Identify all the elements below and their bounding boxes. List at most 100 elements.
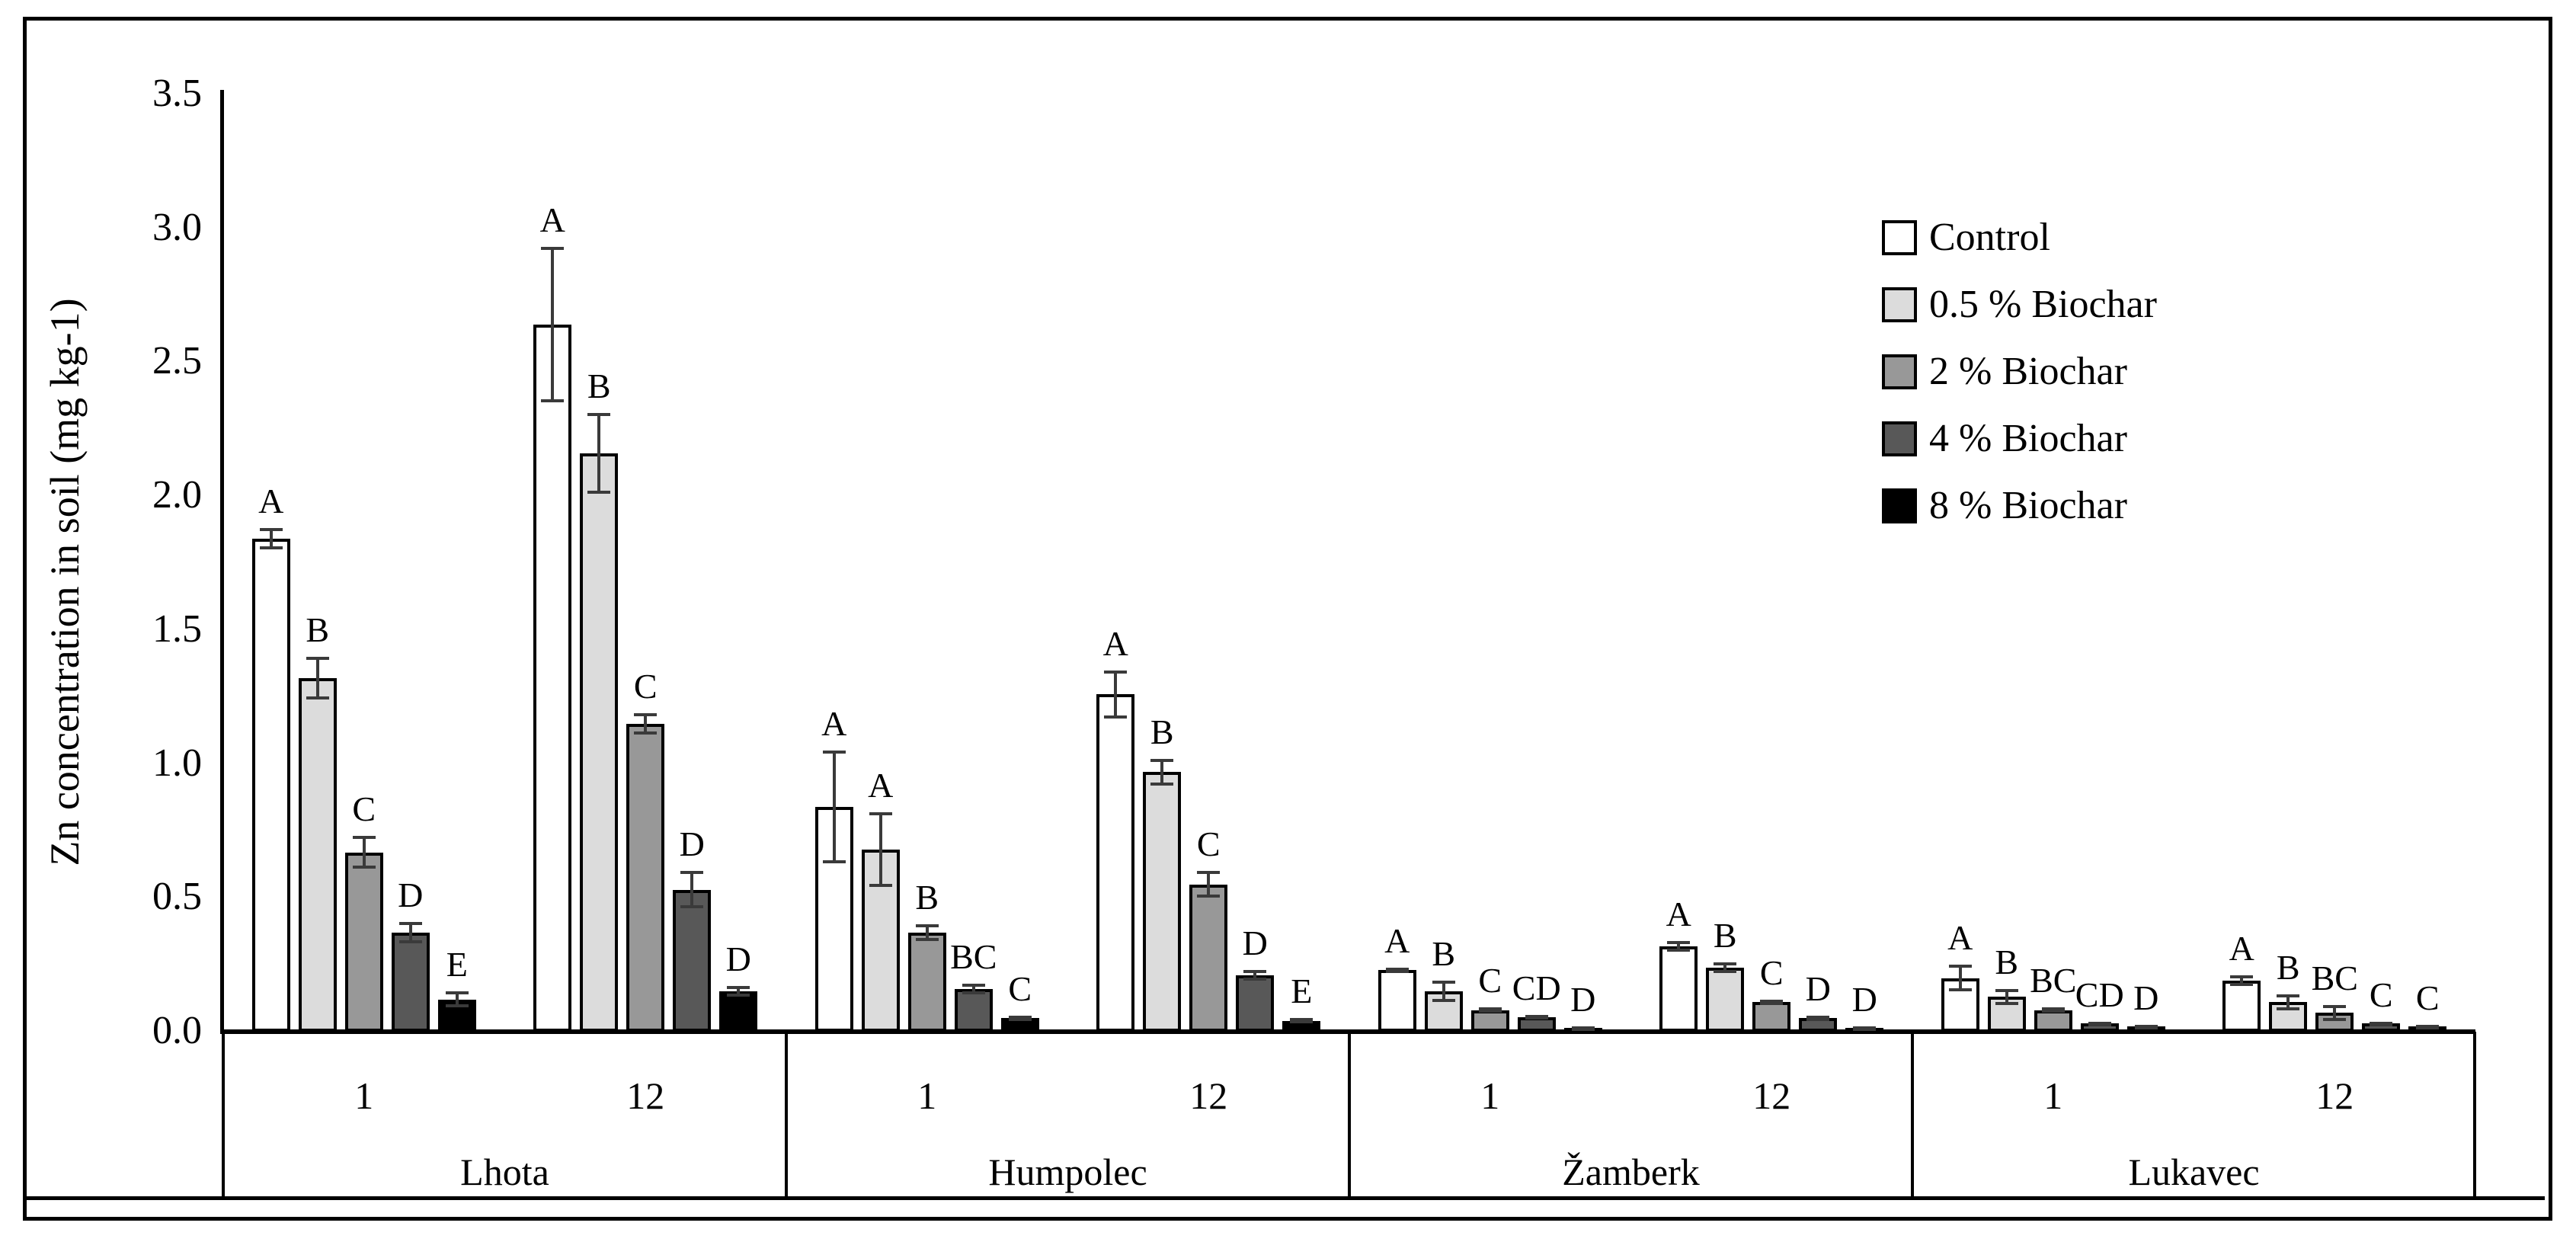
bar-lhota-12-series4 bbox=[719, 991, 758, 1032]
y-tick-label: 3.5 bbox=[152, 71, 202, 115]
bar-lhota-1-series1 bbox=[298, 678, 337, 1032]
bar-humpolec-12-series1 bbox=[1143, 772, 1182, 1032]
legend-item: 0.5 % Biochar bbox=[1882, 283, 2157, 326]
sig-letter: A bbox=[1384, 920, 1410, 960]
sig-letter: D bbox=[2133, 978, 2159, 1018]
error-bar bbox=[1995, 988, 2018, 1005]
bar-lukavec-12-series2 bbox=[2315, 1013, 2354, 1032]
y-axis-line bbox=[220, 90, 224, 1034]
group-label: Humpolec bbox=[988, 1151, 1147, 1193]
error-bar bbox=[1760, 999, 1784, 1005]
sig-letter: B bbox=[306, 610, 330, 649]
legend-swatch-5 bbox=[1882, 488, 1917, 523]
error-bar bbox=[1714, 962, 1737, 973]
sig-letter: B bbox=[1432, 934, 1456, 974]
sig-letter: A bbox=[821, 703, 847, 743]
time-label: 1 bbox=[917, 1074, 937, 1117]
error-bar bbox=[1432, 981, 1455, 1003]
error-bar bbox=[541, 247, 565, 403]
sig-letter: C bbox=[1478, 961, 1502, 1000]
sig-letter: B bbox=[915, 878, 939, 917]
bar-lhota-12-series0 bbox=[533, 325, 572, 1032]
bar-žamberk-12-series1 bbox=[1706, 967, 1745, 1032]
y-tick-label: 3.0 bbox=[152, 205, 202, 249]
y-tick-label: 1.0 bbox=[152, 741, 202, 785]
sig-letter: A bbox=[1947, 918, 1973, 958]
legend-swatch-3 bbox=[1882, 354, 1917, 389]
sig-letter: D bbox=[725, 940, 751, 979]
group-separator-line bbox=[1348, 1032, 1351, 1198]
error-bar bbox=[1385, 967, 1409, 973]
time-label: 1 bbox=[354, 1074, 374, 1117]
error-bar bbox=[2370, 1021, 2393, 1026]
error-bar bbox=[587, 413, 611, 494]
y-tick-label: 2.5 bbox=[152, 339, 202, 383]
sig-letter: D bbox=[1851, 979, 1877, 1019]
error-bar bbox=[1571, 1026, 1595, 1031]
sig-letter: B bbox=[1713, 915, 1737, 955]
error-bar bbox=[2134, 1025, 2158, 1030]
sig-letter: A bbox=[1102, 623, 1128, 663]
error-bar bbox=[1104, 670, 1128, 719]
bar-humpolec-12-series0 bbox=[1096, 694, 1135, 1032]
error-bar bbox=[352, 836, 376, 869]
time-label: 1 bbox=[1480, 1074, 1500, 1117]
time-label: 12 bbox=[626, 1074, 665, 1117]
group-label: Žamberk bbox=[1562, 1151, 1700, 1193]
sig-letter: D bbox=[1805, 968, 1831, 1008]
sig-letter: BC bbox=[2030, 961, 2077, 1000]
error-bar bbox=[869, 811, 892, 888]
error-bar bbox=[2088, 1021, 2111, 1026]
sig-letter: CD bbox=[1512, 968, 1561, 1007]
error-bar bbox=[1525, 1014, 1548, 1020]
legend-swatch-2 bbox=[1882, 287, 1917, 322]
y-tick-label: 0.0 bbox=[152, 1009, 202, 1052]
error-bar bbox=[1290, 1018, 1314, 1024]
time-label: 12 bbox=[1189, 1074, 1228, 1117]
error-bar bbox=[2416, 1025, 2440, 1030]
error-bar bbox=[1853, 1026, 1877, 1031]
sig-letter: BC bbox=[950, 936, 997, 976]
sig-letter: CD bbox=[2075, 975, 2124, 1014]
y-tick-label: 1.5 bbox=[152, 607, 202, 651]
bar-žamberk-1-series2 bbox=[1470, 1010, 1509, 1032]
bar-lukavec-12-series0 bbox=[2222, 981, 2261, 1032]
group-label: Lukavec bbox=[2128, 1151, 2260, 1193]
bar-lhota-12-series2 bbox=[626, 723, 665, 1032]
category-band-bottom-line bbox=[27, 1196, 2545, 1200]
error-bar bbox=[398, 921, 422, 944]
group-separator-line bbox=[1911, 1032, 1914, 1198]
error-bar bbox=[2230, 975, 2254, 987]
sig-letter: C bbox=[1008, 968, 1032, 1008]
error-bar bbox=[1008, 1015, 1032, 1021]
error-bar bbox=[2323, 1004, 2347, 1021]
legend-label: 8 % Biochar bbox=[1929, 484, 2127, 527]
bar-žamberk-1-series0 bbox=[1378, 970, 1416, 1032]
sig-letter: A bbox=[868, 765, 894, 805]
bar-lhota-1-series2 bbox=[344, 852, 383, 1032]
legend-label: Control bbox=[1929, 216, 2050, 259]
legend-swatch-1 bbox=[1882, 220, 1917, 255]
sig-letter: D bbox=[679, 824, 705, 864]
error-bar bbox=[2041, 1007, 2065, 1013]
group-label: Lhota bbox=[460, 1151, 549, 1193]
error-bar bbox=[1806, 1015, 1830, 1021]
figure-border bbox=[23, 17, 2552, 1221]
bar-humpolec-1-series3 bbox=[954, 988, 993, 1032]
sig-letter: B bbox=[1995, 942, 2019, 981]
legend-swatch-4 bbox=[1882, 421, 1917, 456]
sig-letter: B bbox=[2276, 947, 2300, 987]
group-separator-line bbox=[785, 1032, 788, 1198]
sig-letter: C bbox=[2415, 978, 2440, 1018]
error-bar bbox=[306, 656, 329, 700]
sig-letter: A bbox=[539, 200, 565, 240]
sig-letter: A bbox=[258, 482, 284, 521]
sig-letter: E bbox=[1291, 972, 1313, 1011]
error-bar bbox=[680, 871, 704, 909]
legend-item: 4 % Biochar bbox=[1882, 418, 2127, 460]
time-label: 12 bbox=[2315, 1074, 2354, 1117]
sig-letter: C bbox=[633, 666, 658, 706]
error-bar bbox=[445, 991, 469, 1008]
error-bar bbox=[2277, 994, 2300, 1010]
